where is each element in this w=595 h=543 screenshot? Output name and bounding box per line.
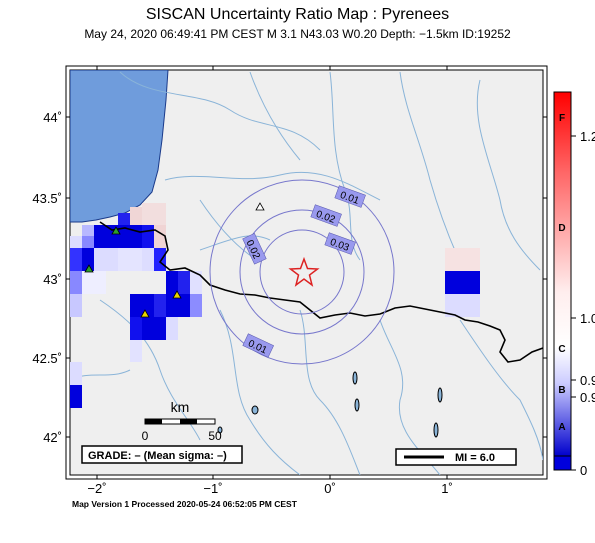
national-border (99, 221, 543, 363)
uncertainty-cells (70, 203, 480, 408)
svg-text:D: D (558, 223, 565, 234)
triangle-icon (140, 309, 150, 318)
processing-footer: Map Version 1 Processed 2020-05-24 06:52… (72, 499, 297, 509)
grade-box: GRADE: – (Mean sigma: –) (81, 445, 243, 464)
svg-text:0˚: 0˚ (324, 481, 336, 496)
triangle-icon (255, 202, 265, 211)
scale-bar: km 0 50 (142, 399, 222, 443)
svg-text:43˚: 43˚ (43, 272, 62, 287)
svg-text:A: A (558, 422, 565, 433)
svg-text:C: C (558, 344, 565, 355)
map-title: SISCAN Uncertainty Ratio Map : Pyrenees (145, 6, 450, 23)
svg-text:GRADE: – (Mean sigma: –): GRADE: – (Mean sigma: –) (88, 450, 227, 462)
star-icon (288, 256, 320, 287)
grade-letters: F D C B A (558, 113, 565, 433)
svg-text:−1˚: −1˚ (203, 481, 222, 496)
svg-text:1.0: 1.0 (580, 311, 595, 326)
svg-text:−2˚: −2˚ (87, 481, 106, 496)
triangle-icon (172, 290, 182, 299)
stations (84, 202, 265, 318)
svg-text:B: B (558, 385, 565, 396)
longitude-labels: −2˚ −1˚ 0˚ 1˚ (87, 481, 452, 496)
lakes (217, 371, 443, 438)
svg-text:42.5˚: 42.5˚ (32, 351, 62, 366)
mi-legend: MI = 6.0 (395, 448, 517, 466)
svg-text:MI = 6.0: MI = 6.0 (455, 452, 495, 464)
svg-text:1˚: 1˚ (441, 481, 453, 496)
svg-text:50: 50 (208, 429, 222, 443)
svg-text:F: F (559, 113, 565, 124)
sea-area (70, 70, 169, 223)
triangle-icon (111, 226, 121, 235)
svg-text:1.2: 1.2 (580, 129, 595, 144)
event-summary: May 24, 2020 06:49:41 PM CEST M 3.1 N43.… (84, 27, 511, 41)
contour-rings (209, 179, 395, 365)
svg-text:km: km (171, 399, 190, 415)
svg-text:0: 0 (142, 429, 149, 443)
latitude-labels: 44˚ 43.5˚ 43˚ 42.5˚ 42˚ (32, 110, 62, 445)
svg-text:43.5˚: 43.5˚ (32, 191, 62, 206)
svg-text:0: 0 (580, 463, 587, 478)
colorbar-values: 1.2 1.0 0.9 0.9 0 (580, 129, 595, 478)
svg-text:0.9: 0.9 (580, 390, 595, 405)
triangle-icon (84, 264, 94, 273)
colorbar: F D C B A 1.2 1.0 0.9 0.9 0 (553, 91, 595, 478)
svg-text:0.9: 0.9 (580, 373, 595, 388)
svg-text:44˚: 44˚ (43, 110, 62, 125)
svg-text:42˚: 42˚ (43, 430, 62, 445)
